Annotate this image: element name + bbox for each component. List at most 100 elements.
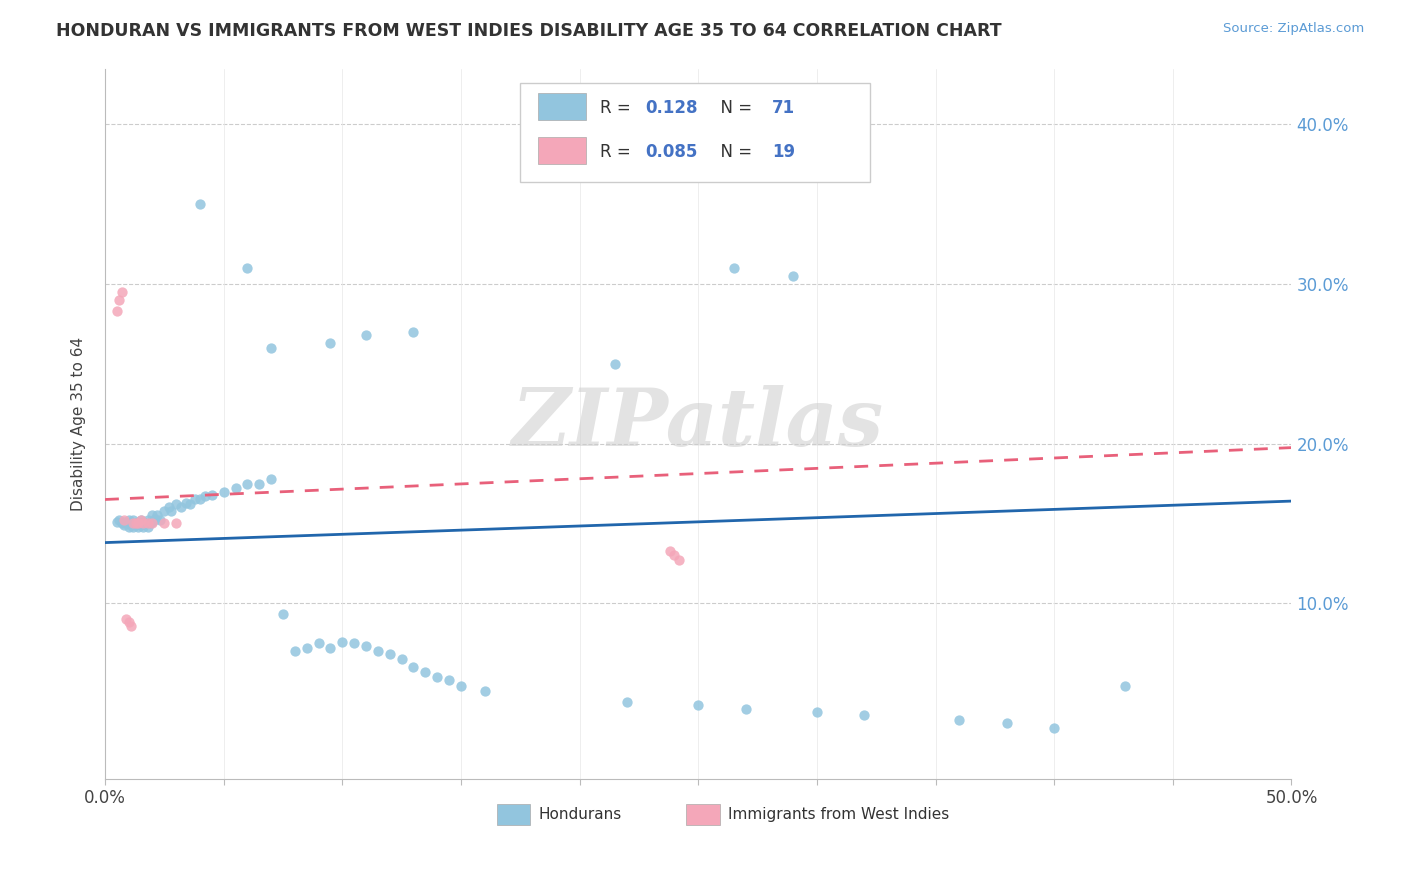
Point bbox=[174, 496, 197, 510]
Text: R =: R = bbox=[600, 99, 636, 117]
Point bbox=[415, 665, 437, 679]
Point bbox=[132, 516, 155, 531]
Point bbox=[260, 472, 283, 486]
Point bbox=[122, 513, 145, 527]
Point bbox=[271, 607, 294, 622]
Point bbox=[668, 553, 690, 567]
Point bbox=[127, 515, 149, 529]
Point bbox=[129, 518, 152, 533]
Point bbox=[201, 488, 224, 502]
Point bbox=[319, 640, 342, 655]
Point bbox=[658, 543, 681, 558]
Point bbox=[343, 636, 366, 650]
Point bbox=[605, 357, 627, 371]
Point bbox=[118, 615, 141, 630]
Point bbox=[284, 644, 307, 658]
Text: 71: 71 bbox=[772, 99, 794, 117]
Point bbox=[115, 612, 138, 626]
Point bbox=[474, 684, 496, 698]
Point bbox=[105, 515, 128, 529]
Point bbox=[139, 516, 162, 531]
Point bbox=[437, 673, 460, 687]
Point bbox=[122, 519, 145, 533]
Point bbox=[148, 513, 170, 527]
Point bbox=[402, 325, 425, 339]
Text: ZIPatlas: ZIPatlas bbox=[512, 385, 884, 462]
Text: N =: N = bbox=[710, 99, 758, 117]
Point bbox=[129, 513, 152, 527]
Y-axis label: Disability Age 35 to 64: Disability Age 35 to 64 bbox=[72, 336, 86, 511]
Point bbox=[108, 293, 131, 307]
Point bbox=[330, 634, 353, 648]
Text: R =: R = bbox=[600, 143, 636, 161]
Point bbox=[354, 640, 377, 654]
Point bbox=[236, 261, 259, 276]
Point bbox=[110, 285, 132, 299]
Point bbox=[1114, 679, 1136, 693]
Point bbox=[450, 679, 472, 693]
Text: Source: ZipAtlas.com: Source: ZipAtlas.com bbox=[1223, 22, 1364, 36]
Text: N =: N = bbox=[710, 143, 758, 161]
Point bbox=[136, 516, 159, 531]
Point bbox=[224, 481, 246, 495]
Point bbox=[127, 519, 149, 533]
Point bbox=[782, 268, 804, 283]
Point bbox=[179, 497, 201, 511]
Text: 0.128: 0.128 bbox=[645, 99, 697, 117]
Point bbox=[112, 513, 135, 527]
Point bbox=[616, 695, 638, 709]
Point bbox=[188, 197, 211, 211]
Point bbox=[141, 508, 163, 523]
Point bbox=[127, 516, 149, 531]
Point bbox=[319, 336, 342, 351]
FancyBboxPatch shape bbox=[538, 94, 585, 120]
Point bbox=[1043, 721, 1066, 735]
Point bbox=[948, 713, 970, 727]
Point bbox=[120, 518, 142, 533]
Point bbox=[212, 484, 235, 499]
Point bbox=[170, 500, 193, 515]
Point bbox=[308, 636, 330, 650]
Point bbox=[120, 618, 142, 632]
Point bbox=[402, 660, 425, 674]
Point bbox=[165, 497, 187, 511]
Point bbox=[125, 516, 148, 531]
Point bbox=[108, 513, 131, 527]
Point bbox=[146, 508, 169, 523]
Point bbox=[260, 341, 283, 355]
Point bbox=[853, 708, 876, 723]
FancyBboxPatch shape bbox=[686, 804, 720, 825]
Point bbox=[157, 500, 180, 515]
FancyBboxPatch shape bbox=[520, 83, 870, 182]
Point bbox=[125, 516, 148, 531]
Point bbox=[120, 516, 142, 531]
Point bbox=[165, 516, 187, 531]
Point bbox=[134, 516, 156, 531]
Text: 0.085: 0.085 bbox=[645, 143, 697, 161]
Point bbox=[136, 513, 159, 527]
Point bbox=[153, 504, 176, 518]
Point bbox=[354, 328, 377, 343]
Point bbox=[125, 518, 148, 533]
Point bbox=[129, 513, 152, 527]
Point bbox=[136, 519, 159, 533]
Point bbox=[115, 516, 138, 531]
Point bbox=[734, 701, 756, 715]
Point bbox=[995, 716, 1018, 731]
Text: 19: 19 bbox=[772, 143, 794, 161]
Text: Hondurans: Hondurans bbox=[538, 807, 621, 822]
FancyBboxPatch shape bbox=[496, 804, 530, 825]
Point bbox=[426, 670, 449, 684]
Point bbox=[723, 261, 745, 276]
Text: HONDURAN VS IMMIGRANTS FROM WEST INDIES DISABILITY AGE 35 TO 64 CORRELATION CHAR: HONDURAN VS IMMIGRANTS FROM WEST INDIES … bbox=[56, 22, 1002, 40]
Point bbox=[664, 549, 686, 563]
Point bbox=[112, 518, 135, 533]
Text: Immigrants from West Indies: Immigrants from West Indies bbox=[728, 807, 949, 822]
Point bbox=[194, 489, 217, 503]
Point bbox=[141, 515, 163, 529]
Point bbox=[112, 515, 135, 529]
Point bbox=[122, 516, 145, 531]
Point bbox=[141, 516, 163, 531]
Point bbox=[132, 515, 155, 529]
Point bbox=[118, 516, 141, 531]
